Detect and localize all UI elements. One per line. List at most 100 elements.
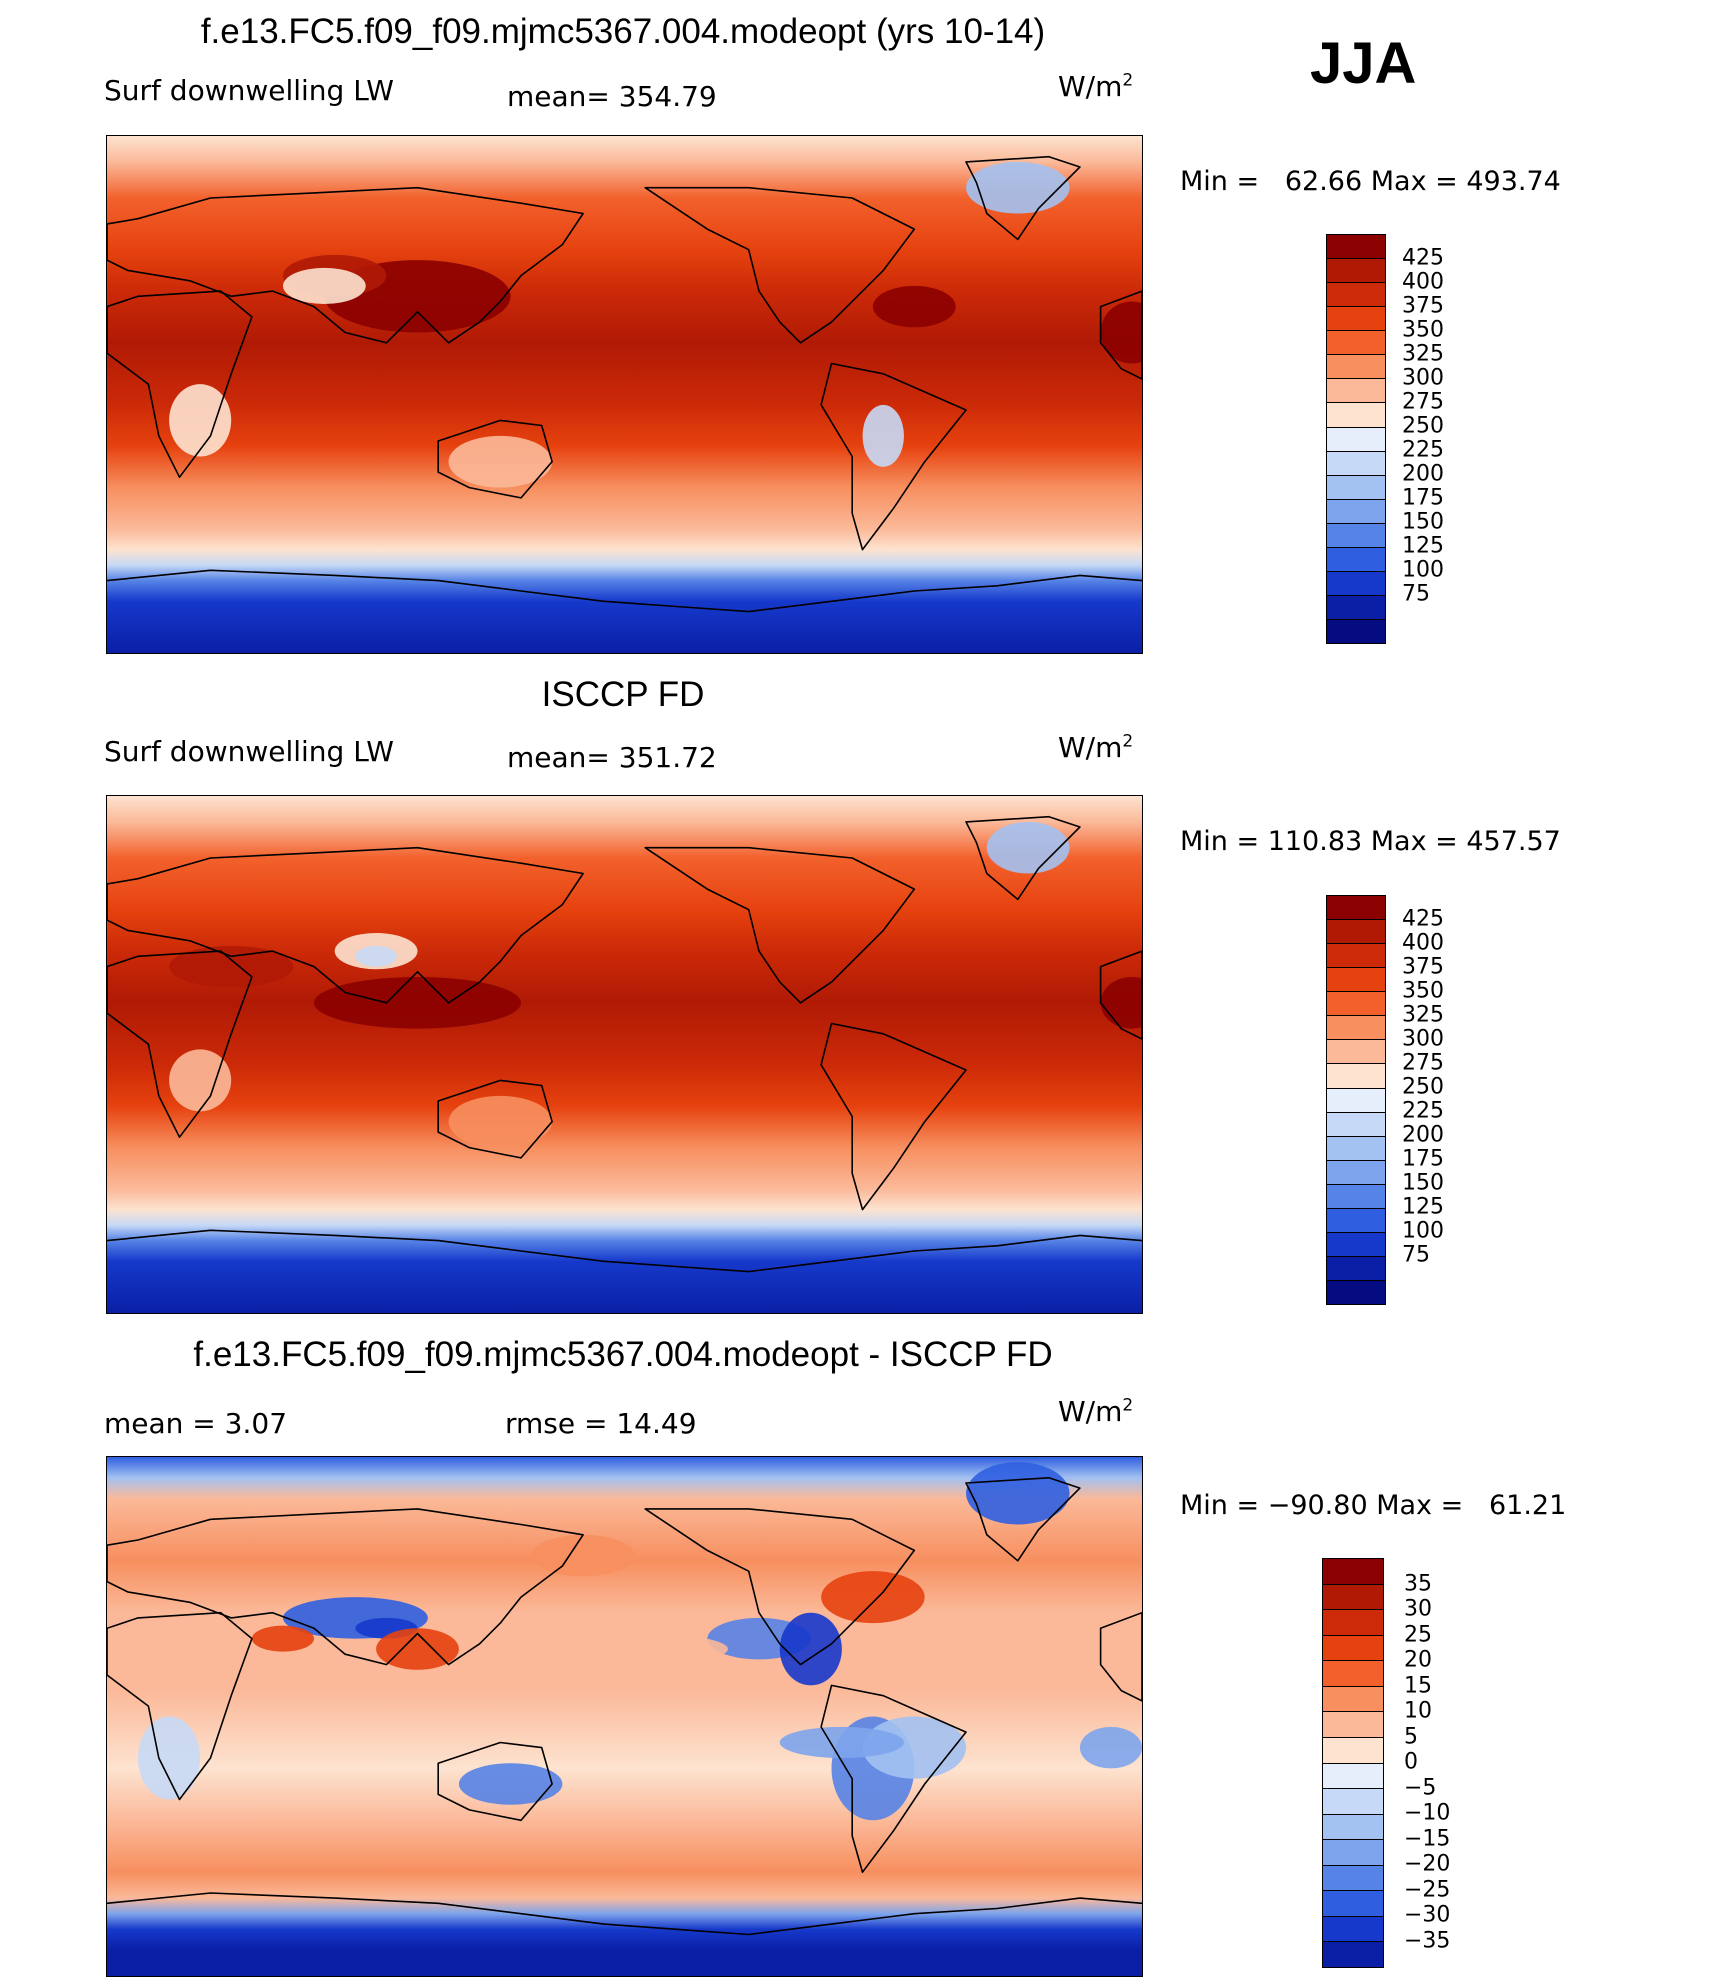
field-anomaly-region [862, 1716, 967, 1779]
field-anomaly-region [376, 1628, 459, 1670]
colorbar-tick-label: 200 [1402, 1122, 1444, 1148]
panel3-rmse-label: rmse = 14.49 [505, 1407, 697, 1440]
colorbar-tick-label: 10 [1404, 1698, 1432, 1724]
panel3-colorbar-ticks: 35 30 25 20 15 10 5 0 −5 −10 −15 −20 −25 −30 −35 [1404, 1558, 1484, 1966]
field-anomaly-region [821, 1571, 925, 1624]
colorbar-segment [1327, 1255, 1385, 1280]
colorbar-segment [1323, 1609, 1383, 1635]
panel2-minmax: Min = 110.83 Max = 457.57 [1180, 826, 1561, 857]
antarctica-coastline [107, 1229, 1142, 1273]
coastline [1099, 290, 1142, 380]
panel2-title: ISCCP FD [541, 675, 705, 714]
panel1-units-exp: 2 [1122, 70, 1134, 91]
colorbar-segment [1327, 1159, 1385, 1184]
field-anomaly-region [355, 945, 397, 967]
coastline [1099, 1611, 1142, 1702]
colorbar-segment [1327, 594, 1385, 619]
colorbar-segment [1327, 546, 1385, 571]
colorbar-segment [1327, 474, 1385, 499]
colorbar-segment [1327, 282, 1385, 307]
coastline [1099, 950, 1142, 1040]
coastline [107, 1508, 584, 1666]
colorbar-segment [1323, 1839, 1383, 1865]
panel1-variable-label: Surf downwelling LW [104, 74, 394, 107]
colorbar-segment [1323, 1736, 1383, 1763]
panel3-minmax: Min = −90.80 Max = 61.21 [1180, 1490, 1567, 1521]
field-anomaly-region [1079, 1726, 1142, 1769]
panel2-map-svg [107, 796, 1142, 1313]
field-anomaly-region [169, 945, 294, 988]
colorbar-segment [1323, 1711, 1383, 1737]
colorbar-segment [1323, 1941, 1383, 1967]
colorbar-segment [1327, 378, 1385, 403]
colorbar-segment [1327, 1231, 1385, 1256]
panel1-units-base: W/m [1058, 70, 1123, 103]
colorbar-tick-label: 15 [1404, 1673, 1432, 1698]
colorbar-tick-label: 225 [1402, 437, 1444, 463]
panel2-map [106, 795, 1143, 1314]
colorbar-tick-label: −35 [1404, 1928, 1451, 1953]
colorbar-segment [1323, 1762, 1383, 1789]
colorbar-tick-label: 275 [1402, 1050, 1444, 1076]
antarctica-coastline [107, 569, 1142, 613]
coastline [107, 186, 584, 344]
field-anomaly-region [862, 404, 904, 467]
panel1-title: f.e13.FC5.f09_f09.mjmc5367.004.modeopt (… [200, 12, 1046, 51]
colorbar-tick-label: 30 [1404, 1596, 1432, 1622]
field-anomaly-region [531, 1534, 635, 1577]
colorbar-tick-label: 225 [1402, 1098, 1444, 1124]
colorbar-segment [1323, 1583, 1383, 1610]
panel1-units: W/m2 [1058, 70, 1133, 103]
panel3-mean-label: mean = 3.07 [104, 1407, 288, 1440]
colorbar-segment [1327, 402, 1385, 427]
colorbar-segment [1323, 1685, 1383, 1712]
field-anomaly-region [779, 1726, 904, 1759]
field-anomaly-region [562, 1633, 728, 1665]
colorbar-tick-label: 350 [1402, 978, 1444, 1004]
coastline [820, 1022, 967, 1211]
coastline [437, 1741, 553, 1822]
colorbar-tick-label: 25 [1404, 1622, 1432, 1647]
coastline [965, 1477, 1081, 1562]
panel3-title: f.e13.FC5.f09_f09.mjmc5367.004.modeopt -… [193, 1335, 1053, 1374]
colorbar-segment [1323, 1559, 1383, 1584]
colorbar-tick-label: 325 [1402, 341, 1444, 367]
colorbar-tick-label: −5 [1404, 1775, 1437, 1800]
coastline [644, 1508, 916, 1666]
colorbar-segment [1323, 1813, 1383, 1840]
colorbar-tick-label: 250 [1402, 413, 1444, 439]
colorbar-segment [1327, 991, 1385, 1016]
panel2-colorbar-ticks: 425 400 375 350 325 300 275 250 225 200 175 150 125 1… [1402, 895, 1482, 1303]
coastline [107, 290, 253, 478]
colorbar-tick-label: 375 [1402, 954, 1444, 980]
panel2-units-exp: 2 [1122, 731, 1134, 752]
colorbar-segment [1327, 896, 1385, 920]
coastline [437, 1079, 553, 1159]
colorbar-segment [1327, 1135, 1385, 1160]
panel1-colorbar-ticks: 425 400 375 350 325 300 275 250 225 200 175 150 125 1… [1402, 234, 1482, 642]
panel3-map-svg [107, 1457, 1142, 1976]
panel2-variable-label: Surf downwelling LW [104, 735, 394, 768]
colorbar-tick-label: −20 [1404, 1851, 1451, 1877]
colorbar-segment [1327, 450, 1385, 475]
panel2-mean-label: mean= 351.72 [507, 741, 717, 774]
colorbar-segment [1323, 1915, 1383, 1942]
colorbar-segment [1327, 354, 1385, 379]
panel3-units: W/m2 [1058, 1395, 1133, 1428]
panel1-colorbar [1326, 234, 1386, 644]
coastline [820, 1684, 967, 1873]
panel3-colorbar [1322, 1558, 1384, 1968]
panel3-units-base: W/m [1058, 1395, 1123, 1428]
map-field-background [107, 136, 1142, 653]
map-field-background [107, 796, 1142, 1313]
colorbar-tick-label: 75 [1402, 581, 1430, 607]
colorbar-segment [1327, 1183, 1385, 1208]
colorbar-segment [1327, 570, 1385, 595]
colorbar-segment [1323, 1864, 1383, 1891]
coastline [107, 950, 253, 1138]
field-anomaly-region [1100, 301, 1142, 364]
field-anomaly-region [986, 821, 1070, 874]
panel2-units-base: W/m [1058, 731, 1123, 764]
colorbar-segment [1327, 522, 1385, 547]
colorbar-tick-label: 325 [1402, 1002, 1444, 1028]
